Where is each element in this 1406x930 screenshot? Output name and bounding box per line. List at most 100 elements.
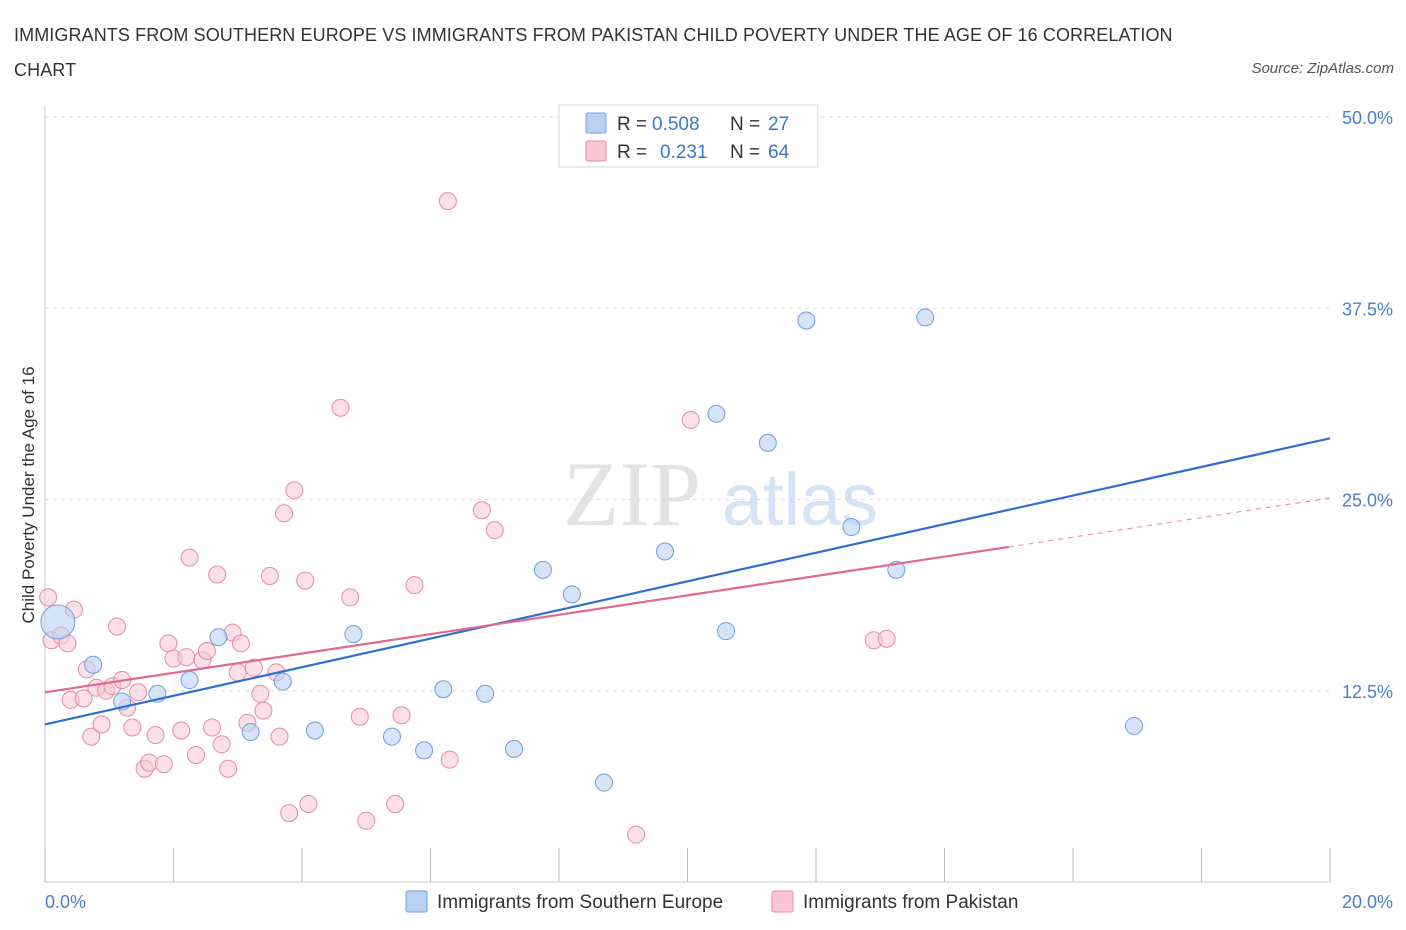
pakistan-point <box>107 617 126 636</box>
southern-europe-point <box>40 604 76 640</box>
legend-swatch-pink <box>585 140 607 162</box>
southern-europe-point <box>415 741 434 760</box>
y-tick-label: 25.0% <box>1342 491 1393 511</box>
pakistan-point <box>285 481 304 500</box>
southern-europe-point <box>656 542 675 561</box>
southern-europe-point <box>344 625 363 644</box>
pakistan-point <box>350 707 369 726</box>
grid <box>45 116 1330 692</box>
y-tick-label: 12.5% <box>1342 682 1393 702</box>
stats-legend: R = 0.508 N = 27 R = 0.231 N = 64 <box>558 104 819 168</box>
pakistan-point <box>208 565 227 584</box>
pakistan-point <box>386 794 405 813</box>
x-tick-label-max: 20.0% <box>1342 892 1393 912</box>
pakistan-point <box>254 701 273 720</box>
pakistan-point <box>180 548 199 567</box>
pakistan-point <box>154 755 173 774</box>
southern-europe-trend-line <box>44 437 1331 726</box>
southern-europe-point <box>476 684 495 703</box>
southern-europe-point <box>562 585 581 604</box>
pakistan-point <box>485 521 504 540</box>
y-axis-title: Child Poverty Under the Age of 16 <box>19 366 38 623</box>
pakistan-point <box>260 567 279 585</box>
chart-source: Source: ZipAtlas.com <box>1251 60 1394 77</box>
pakistan-point <box>357 811 376 830</box>
pakistan-point <box>228 663 247 682</box>
trend-lines <box>44 437 1331 726</box>
tick-labels: 12.5% 25.0% 37.5% 50.0% 0.0% 20.0% <box>45 108 1393 912</box>
pakistan-point <box>405 576 424 595</box>
bottom-legend-swatch-blue <box>405 890 428 913</box>
legend-r-label-1: R = <box>617 114 647 135</box>
southern-europe-point <box>916 308 935 327</box>
pakistan-point <box>177 648 196 667</box>
southern-europe-point <box>1125 716 1144 735</box>
pakistan-point <box>392 706 411 725</box>
pakistan-point <box>341 588 360 607</box>
legend-r-label-2: R = <box>617 142 647 163</box>
pakistan-point <box>627 825 646 844</box>
southern-europe-points <box>40 308 1144 792</box>
southern-europe-point <box>84 655 103 674</box>
bottom-legend-swatch-pink <box>771 890 794 913</box>
pakistan-point <box>877 629 896 648</box>
legend-n-label-2: N = <box>730 142 760 163</box>
bottom-legend-label-southern-europe: Immigrants from Southern Europe <box>437 892 723 913</box>
pakistan-point <box>681 410 700 429</box>
pakistan-point <box>197 641 216 660</box>
legend-n-label-1: N = <box>730 114 760 135</box>
pakistan-point <box>440 750 459 769</box>
pakistan-point <box>270 727 289 746</box>
legend-r-value-2: 0.231 <box>660 142 708 163</box>
pakistan-point <box>280 804 299 823</box>
southern-europe-point <box>842 518 861 537</box>
pakistan-trend-extension <box>1008 497 1331 548</box>
pakistan-point <box>146 726 165 745</box>
southern-europe-point <box>434 680 453 699</box>
pakistan-point <box>92 715 111 734</box>
watermark-zip: ZIP <box>563 443 701 545</box>
pakistan-point <box>129 683 148 702</box>
pakistan-point <box>203 718 222 737</box>
southern-europe-point <box>209 628 228 647</box>
pakistan-point <box>472 501 491 520</box>
pakistan-point <box>331 398 350 417</box>
pakistan-point <box>438 192 457 211</box>
pakistan-point <box>186 746 205 765</box>
southern-europe-point <box>305 721 324 740</box>
legend-n-value-1: 27 <box>768 114 789 135</box>
bottom-legend-label-pakistan: Immigrants from Pakistan <box>803 892 1018 913</box>
x-tick-label-min: 0.0% <box>45 892 86 912</box>
southern-europe-point <box>505 739 524 758</box>
legend-r-value-1: 0.508 <box>652 114 700 135</box>
pakistan-point <box>296 571 315 590</box>
pakistan-point <box>231 634 250 653</box>
southern-europe-point <box>758 433 777 452</box>
y-tick-label: 37.5% <box>1342 299 1393 319</box>
southern-europe-point <box>382 727 401 746</box>
chart-title: IMMIGRANTS FROM SOUTHERN EUROPE VS IMMIG… <box>14 25 1173 80</box>
pakistan-point <box>159 634 178 653</box>
legend-swatch-blue <box>585 112 607 134</box>
southern-europe-point <box>594 773 613 792</box>
pakistan-point <box>212 735 231 754</box>
southern-europe-point <box>707 404 726 423</box>
pakistan-point <box>39 588 58 607</box>
pakistan-point <box>275 504 294 523</box>
southern-europe-point <box>241 723 260 742</box>
pakistan-point <box>244 658 263 677</box>
pakistan-point <box>219 759 238 778</box>
pakistan-point <box>299 794 318 813</box>
axes <box>44 105 1331 883</box>
pakistan-point <box>123 718 142 737</box>
pakistan-point <box>172 721 191 740</box>
legend-n-value-2: 64 <box>768 142 790 163</box>
y-tick-label: 50.0% <box>1342 108 1393 128</box>
pakistan-point <box>74 689 93 708</box>
pakistan-point <box>251 684 270 703</box>
southern-europe-point <box>533 560 552 579</box>
southern-europe-point <box>797 311 816 330</box>
pakistan-point <box>82 727 101 746</box>
pakistan-trend-line <box>44 545 1009 694</box>
